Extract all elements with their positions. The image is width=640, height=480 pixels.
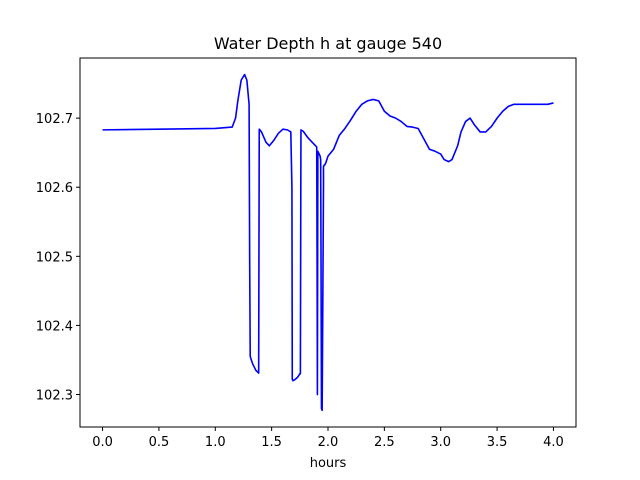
y-tick-label: 102.5 <box>36 250 73 265</box>
x-tick-label: 0.0 <box>92 435 113 450</box>
y-tick-label: 102.7 <box>36 112 73 127</box>
x-tick-label: 3.0 <box>430 435 451 450</box>
y-tick-label: 102.3 <box>36 389 73 404</box>
y-tick-label: 102.6 <box>36 181 73 196</box>
x-axis-label: hours <box>310 456 347 471</box>
x-tick-label: 2.0 <box>318 435 339 450</box>
x-tick-label: 1.0 <box>205 435 226 450</box>
x-tick-label: 1.5 <box>261 435 282 450</box>
axis-ticks: 0.0 0.5 1.0 1.5 2.0 2.5 3.0 3.5 4.0 102.3 102.4 102… <box>36 57 577 450</box>
plot-area <box>102 73 554 412</box>
x-tick-label: 2.5 <box>374 435 395 450</box>
y-tick-label: 102.4 <box>36 319 73 334</box>
x-tick-label: 0.5 <box>149 435 170 450</box>
series-line-0 <box>102 73 554 412</box>
x-tick-label: 3.5 <box>487 435 508 450</box>
chart-title: Water Depth h at gauge 540 <box>214 34 442 53</box>
x-tick-label: 4.0 <box>543 435 564 450</box>
